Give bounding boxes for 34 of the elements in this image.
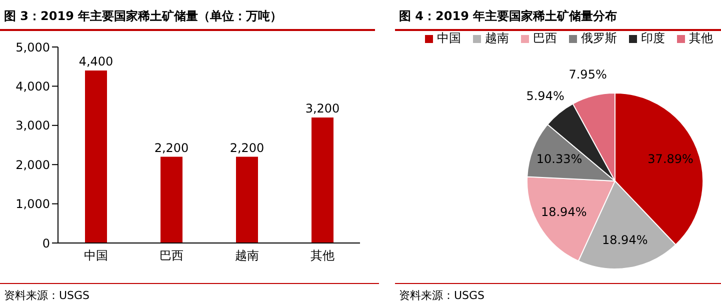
y-tick-label: 2,000 <box>16 158 50 172</box>
legend-label: 俄罗斯 <box>580 30 617 47</box>
data-label: 7.95% <box>568 67 607 82</box>
text: 资料来源：USGS <box>399 289 485 302</box>
data-label: 4,400 <box>78 54 114 69</box>
data-label: 10.33% <box>536 152 582 166</box>
text: 资料来源：USGS <box>4 289 90 302</box>
bar <box>160 156 182 243</box>
data-label: 18.94% <box>602 233 648 248</box>
legend-label: 越南 <box>484 30 509 47</box>
bar <box>236 156 258 243</box>
bar <box>85 70 107 243</box>
chart-title: 图 4：2019 年主要国家稀土矿储量分布 <box>395 0 721 31</box>
y-tick-label: 3,000 <box>16 118 50 133</box>
chart-title: 图 3：2019 年主要国家稀土矿储量（单位：万吨） <box>0 0 375 31</box>
data-label: 3,200 <box>305 102 340 116</box>
y-tick-label: 4,000 <box>16 79 50 94</box>
bar <box>312 118 334 243</box>
data-label: 37.89% <box>648 152 694 166</box>
y-tick-label: 1,000 <box>16 197 50 212</box>
data-label: 2,200 <box>230 140 264 155</box>
x-tick-label: 其他 <box>310 248 334 263</box>
legend-label: 巴西 <box>532 30 557 47</box>
y-tick-label: 0 <box>42 236 50 250</box>
y-tick-label: 5,000 <box>16 40 50 54</box>
legend-label: 其他 <box>688 30 713 47</box>
legend-label: 中国 <box>436 30 461 47</box>
data-label: 5.94% <box>526 88 564 103</box>
data-label: 2,200 <box>154 140 189 155</box>
x-tick-label: 越南 <box>234 248 259 263</box>
data-label: 18.94% <box>540 205 587 220</box>
x-tick-label: 巴西 <box>159 248 184 263</box>
legend-label: 印度 <box>640 30 665 47</box>
x-tick-label: 中国 <box>84 248 108 263</box>
